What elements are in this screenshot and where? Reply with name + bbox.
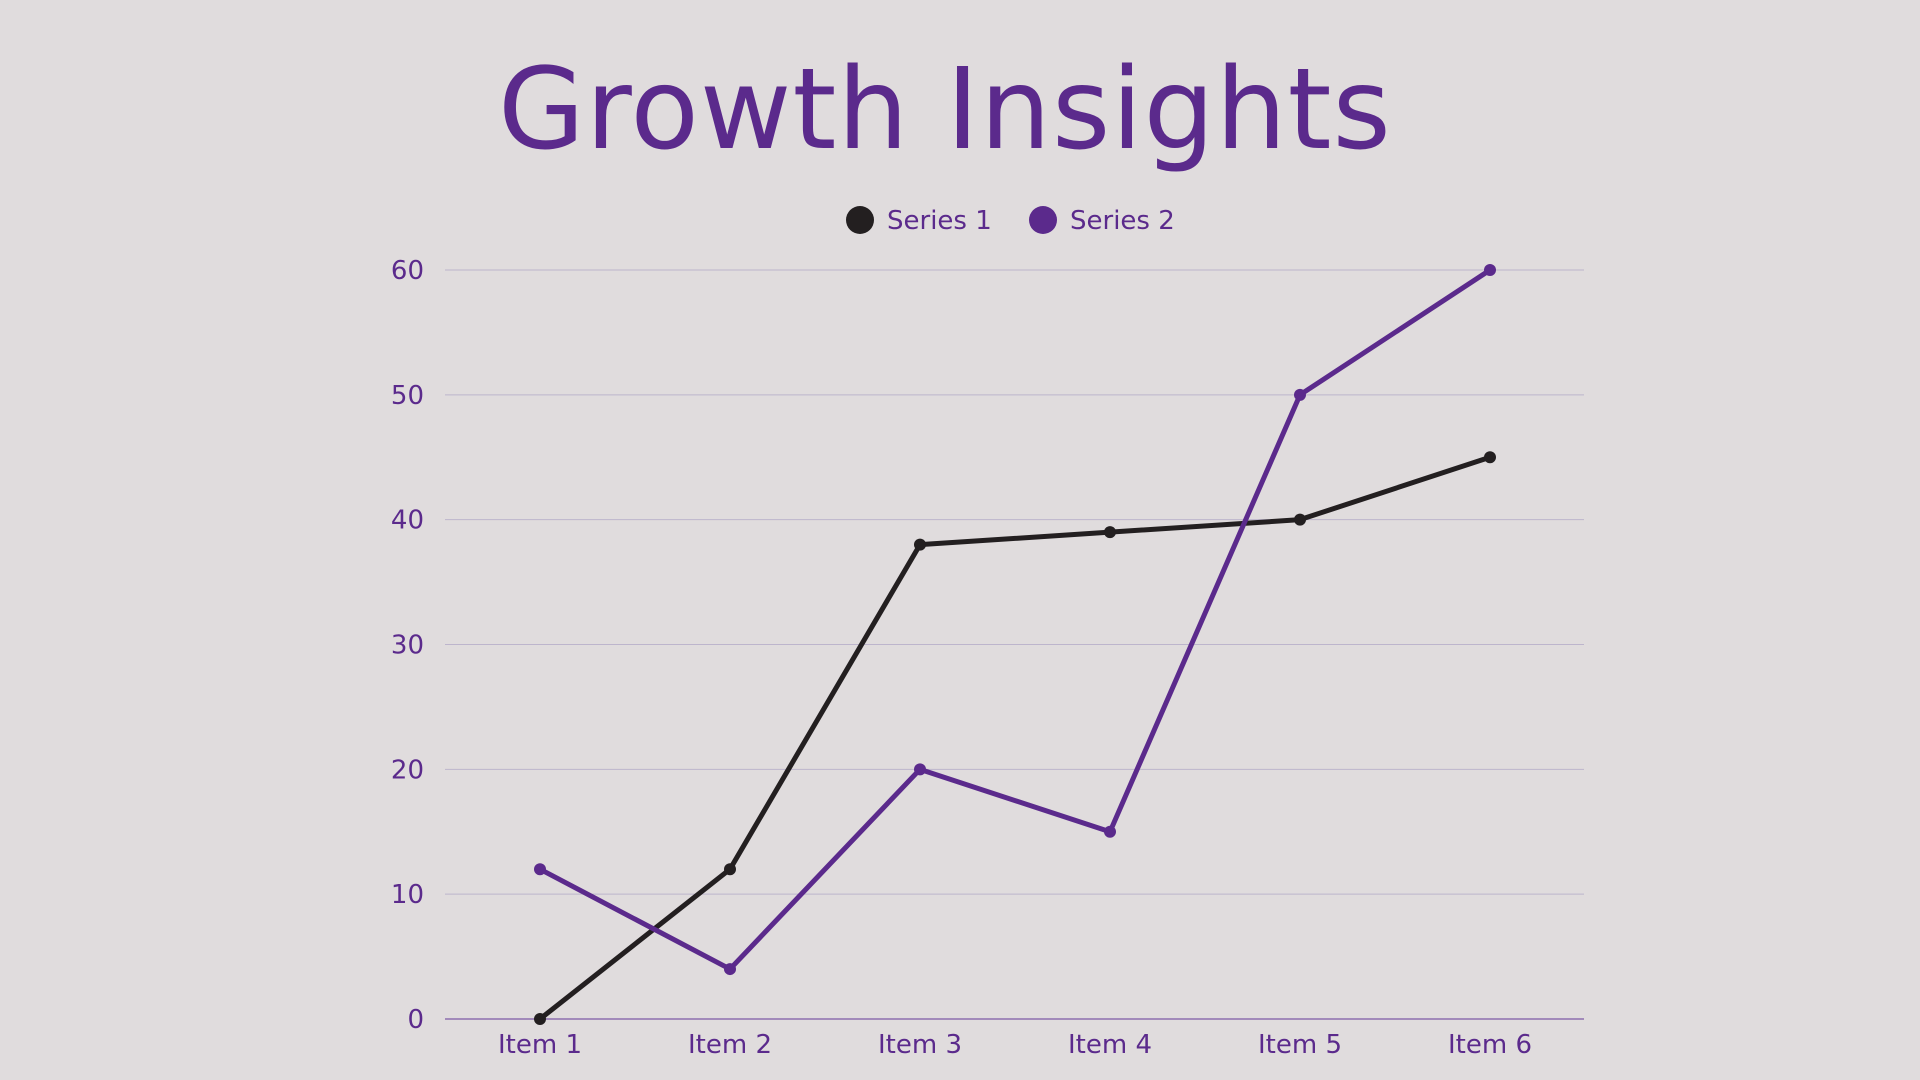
x-tick-label: Item 2 xyxy=(688,1030,772,1060)
y-tick-label: 50 xyxy=(391,381,424,411)
series-2-point xyxy=(534,863,546,876)
x-axis-labels: Item 1 Item 2 Item 3 Item 4 Item 5 Item 6 xyxy=(498,1030,1532,1060)
legend-label-series-1: Series 1 xyxy=(887,206,992,236)
x-tick-label: Item 1 xyxy=(498,1030,582,1060)
series-1-point xyxy=(914,538,926,551)
chart-title: Growth Insights xyxy=(498,45,1392,175)
series-1-point xyxy=(1104,526,1116,539)
series-1-line xyxy=(537,454,1493,1022)
series-2-point xyxy=(914,763,926,776)
legend-marker-series-2 xyxy=(1029,206,1057,234)
series-2-point xyxy=(1294,388,1306,401)
gridlines xyxy=(445,269,1584,1020)
series-1-point xyxy=(724,863,736,876)
y-tick-label: 30 xyxy=(391,631,424,661)
series-2-point xyxy=(724,963,736,976)
x-tick-label: Item 3 xyxy=(878,1030,962,1060)
legend: Series 1 Series 2 xyxy=(846,206,1175,236)
series-2-line xyxy=(537,267,1493,972)
series-lines xyxy=(534,264,1496,1025)
series-1-point xyxy=(534,1013,546,1025)
legend-label-series-2: Series 2 xyxy=(1070,206,1175,236)
x-tick-label: Item 6 xyxy=(1448,1030,1532,1060)
y-axis-labels: 0 10 20 30 40 50 60 xyxy=(391,256,424,1035)
y-tick-label: 40 xyxy=(391,506,424,536)
y-tick-label: 0 xyxy=(407,1005,424,1035)
x-tick-label: Item 4 xyxy=(1068,1030,1152,1060)
legend-marker-series-1 xyxy=(846,206,874,234)
series-1-point xyxy=(1294,513,1306,526)
series-2-point xyxy=(1484,264,1496,276)
series-1-point xyxy=(1484,451,1496,464)
y-tick-label: 60 xyxy=(391,256,424,286)
series-2-point xyxy=(1104,825,1116,838)
y-tick-label: 20 xyxy=(391,755,424,785)
y-tick-label: 10 xyxy=(391,880,424,910)
x-tick-label: Item 5 xyxy=(1258,1030,1342,1060)
